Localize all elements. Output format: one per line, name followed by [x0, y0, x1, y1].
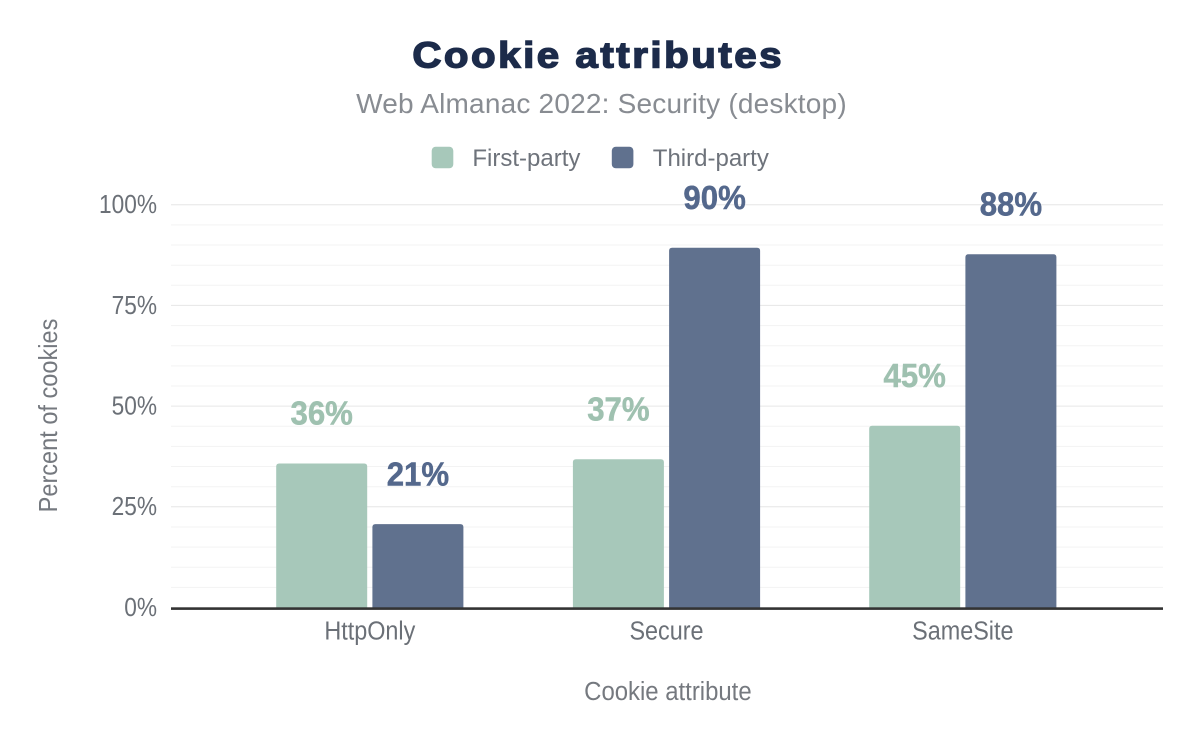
svg-text:Percent of cookies: Percent of cookies	[35, 319, 63, 513]
svg-text:90%: 90%	[683, 179, 745, 216]
svg-text:21%: 21%	[387, 455, 449, 492]
svg-text:100%: 100%	[99, 191, 157, 220]
svg-text:Cookie attributes: Cookie attributes	[412, 35, 784, 76]
svg-text:Third-party: Third-party	[653, 145, 769, 172]
svg-text:0%: 0%	[124, 594, 157, 623]
svg-text:88%: 88%	[980, 186, 1042, 223]
svg-text:First-party: First-party	[472, 145, 580, 172]
svg-text:25%: 25%	[112, 493, 157, 522]
svg-text:HttpOnly: HttpOnly	[324, 617, 416, 645]
svg-text:Web Almanac 2022: Security (de: Web Almanac 2022: Security (desktop)	[356, 88, 847, 119]
svg-text:SameSite: SameSite	[912, 617, 1013, 645]
svg-text:Cookie attribute: Cookie attribute	[584, 677, 751, 706]
svg-text:Secure: Secure	[629, 617, 703, 645]
svg-text:75%: 75%	[112, 291, 157, 320]
svg-text:36%: 36%	[290, 395, 352, 432]
svg-text:50%: 50%	[112, 392, 157, 421]
svg-text:45%: 45%	[883, 357, 945, 394]
svg-text:37%: 37%	[587, 391, 649, 428]
